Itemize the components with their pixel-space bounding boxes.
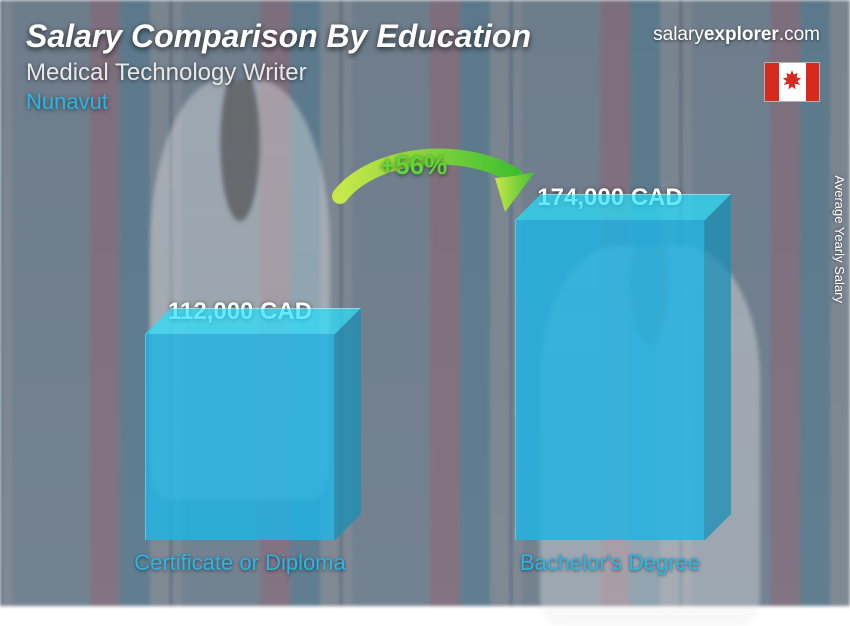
x-category-label: Bachelor's Degree <box>425 550 795 576</box>
y-axis-label: Average Yearly Salary <box>833 175 848 303</box>
x-category-label: Certificate or Diploma <box>55 550 425 576</box>
flag-band-left <box>765 63 779 101</box>
bar-top-face <box>145 308 361 334</box>
bar-slot: 112,000 CAD <box>55 160 425 540</box>
bar-slot: 174,000 CAD <box>425 160 795 540</box>
flag-band-right <box>806 63 820 101</box>
bar-3d <box>145 334 335 540</box>
brand-suffix: .com <box>779 24 820 45</box>
subtitle-job: Medical Technology Writer <box>26 59 824 87</box>
flag-center <box>779 63 806 101</box>
infographic-container: Salary Comparison By Education Medical T… <box>0 0 850 606</box>
bar-side-face <box>335 308 361 540</box>
bar-top-face <box>515 194 731 220</box>
bar-front-face <box>515 220 705 540</box>
subtitle-region: Nunavut <box>26 89 824 115</box>
brand-watermark: salaryexplorer.com <box>653 24 820 46</box>
bar-side-face <box>705 194 731 540</box>
bars-row: 112,000 CAD174,000 CAD <box>55 160 795 540</box>
bar-3d <box>515 220 705 540</box>
flag-canada-icon <box>764 62 820 102</box>
bar-front-face <box>145 334 335 540</box>
chart-area: 112,000 CAD174,000 CAD Certificate or Di… <box>55 140 795 576</box>
brand-bold: explorer <box>704 24 779 45</box>
maple-leaf-icon <box>781 70 803 94</box>
brand-prefix: salary <box>653 24 704 45</box>
